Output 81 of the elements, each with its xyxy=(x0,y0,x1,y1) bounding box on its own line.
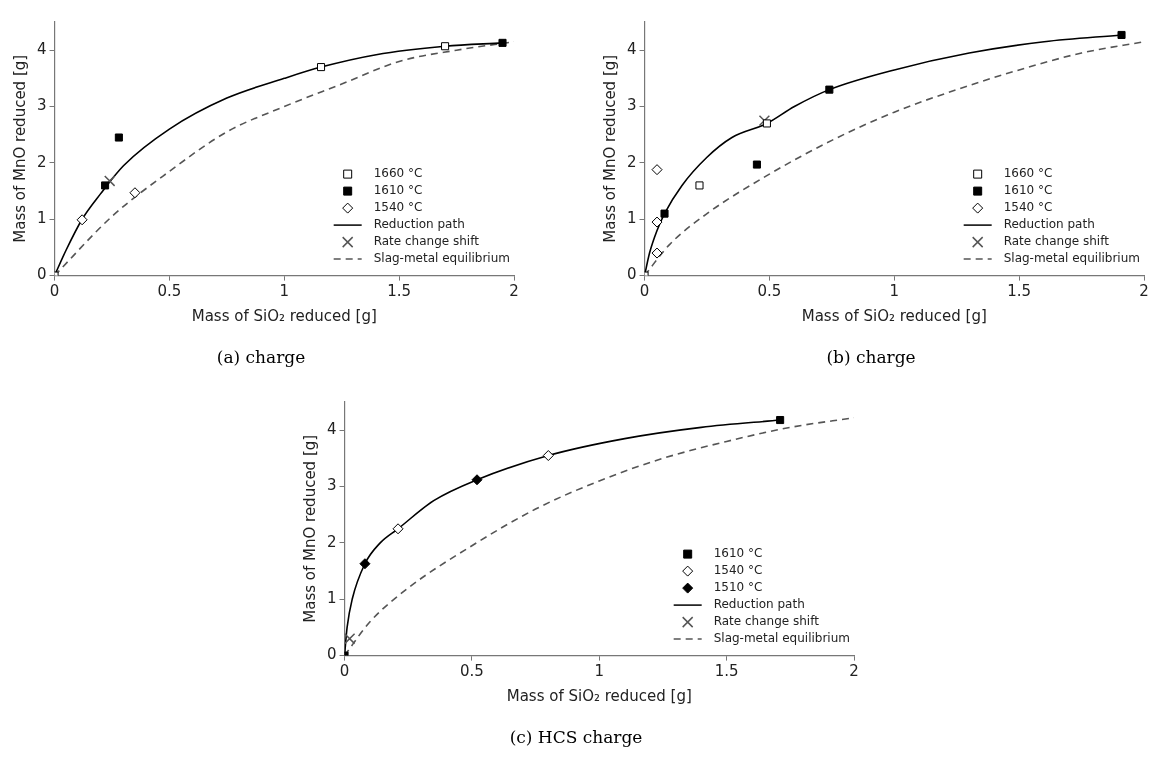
point xyxy=(758,114,771,127)
point xyxy=(76,214,88,226)
legend-label: 1540 °C xyxy=(373,200,423,215)
y-tick-label: 4 xyxy=(627,40,637,59)
x-tick-label: 1 xyxy=(279,282,290,301)
y-tick-label: 0 xyxy=(327,645,337,664)
point xyxy=(129,187,141,199)
point xyxy=(316,63,326,72)
legend-label: 1510 °C xyxy=(713,580,763,595)
y-tick-label: 0 xyxy=(37,265,47,284)
legend-label: 1540 °C xyxy=(1003,200,1053,215)
x-tick-label: 1 xyxy=(889,282,900,301)
y-tick-label: 1 xyxy=(37,209,47,228)
x-tick-label: 2 xyxy=(1139,282,1149,301)
point xyxy=(1117,30,1126,39)
legend-label: Reduction path xyxy=(713,597,805,612)
point xyxy=(651,216,663,228)
point xyxy=(114,133,123,142)
point xyxy=(825,85,834,94)
x-tick-label: 0.5 xyxy=(157,282,182,301)
point xyxy=(344,632,356,645)
x-tick-label: 1.5 xyxy=(387,282,412,301)
point xyxy=(762,119,771,128)
text: (a) charge xyxy=(216,347,306,368)
x-tick-label: 0.5 xyxy=(757,282,782,301)
x-axis-title: Mass of SiO₂ reduced [g] xyxy=(191,307,377,326)
x-tick-label: 1.5 xyxy=(714,662,739,681)
legend-label: 1610 °C xyxy=(373,183,423,198)
x-axis-title: Mass of SiO₂ reduced [g] xyxy=(801,307,987,326)
legend-label: Slag-metal equilibrium xyxy=(713,631,851,646)
text: (c) HCS charge xyxy=(509,727,643,748)
legend-label: Reduction path xyxy=(373,217,465,232)
y-tick-label: 3 xyxy=(37,96,47,115)
point xyxy=(695,181,704,190)
y-tick-label: 2 xyxy=(327,532,337,551)
legend-label: Slag-metal equilibrium xyxy=(1003,251,1141,266)
point xyxy=(359,558,371,570)
y-tick-label: 3 xyxy=(627,96,637,115)
x-tick-label: 1.5 xyxy=(1007,282,1032,301)
legend-label: Rate change shift xyxy=(713,614,820,629)
point xyxy=(660,209,669,218)
x-tick-label: 0 xyxy=(339,662,350,681)
point xyxy=(441,42,450,51)
y-tick-label: 3 xyxy=(327,476,337,495)
y-tick-label: 2 xyxy=(37,152,47,171)
point xyxy=(498,38,507,47)
y-axis-title: Mass of MnO reduced [g] xyxy=(300,434,319,623)
legend-label: 1610 °C xyxy=(1003,183,1053,198)
legend-label: 1660 °C xyxy=(373,166,423,181)
x-tick-label: 0 xyxy=(49,282,60,301)
y-tick-label: 4 xyxy=(37,40,47,59)
y-tick-label: 0 xyxy=(627,265,637,284)
y-tick-label: 1 xyxy=(327,589,337,608)
point xyxy=(651,164,663,176)
point xyxy=(471,474,483,486)
x-tick-label: 2 xyxy=(509,282,519,301)
y-axis-title: Mass of MnO reduced [g] xyxy=(10,54,29,243)
point xyxy=(101,181,110,190)
legend-label: 1610 °C xyxy=(713,546,763,561)
point xyxy=(542,450,554,462)
x-axis-title: Mass of SiO₂ reduced [g] xyxy=(506,687,692,706)
y-axis-title: Mass of MnO reduced [g] xyxy=(600,54,619,243)
y-tick-label: 1 xyxy=(627,209,637,228)
point xyxy=(103,175,116,187)
x-tick-label: 0.5 xyxy=(459,662,484,681)
legend-label: Rate change shift xyxy=(1003,234,1110,249)
point xyxy=(392,523,404,535)
y-tick-label: 4 xyxy=(327,420,337,439)
legend-label: Rate change shift xyxy=(373,234,480,249)
legend-label: Reduction path xyxy=(1003,217,1095,232)
y-tick-label: 2 xyxy=(627,152,637,171)
x-tick-label: 0 xyxy=(639,282,650,301)
text: (b) charge xyxy=(826,347,916,368)
point xyxy=(651,247,663,259)
legend-label: 1660 °C xyxy=(1003,166,1053,181)
x-tick-label: 2 xyxy=(849,662,859,681)
point xyxy=(776,416,785,425)
x-tick-label: 1 xyxy=(594,662,605,681)
legend-label: 1540 °C xyxy=(713,563,763,578)
point xyxy=(752,160,761,169)
legend-label: Slag-metal equilibrium xyxy=(373,251,511,266)
